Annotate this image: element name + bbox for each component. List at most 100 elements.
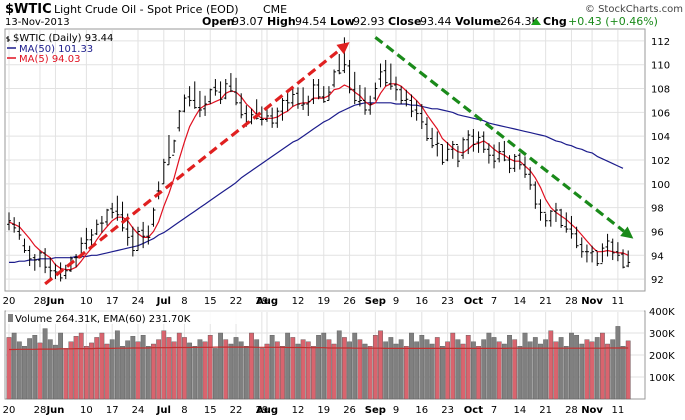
ohlc-bar xyxy=(409,94,414,118)
legend-ma5: MA(5) 94.03 xyxy=(19,54,80,65)
x-tick-label: 29 xyxy=(255,296,268,307)
ohlc-bar xyxy=(455,144,460,168)
ohlc-bar xyxy=(218,81,223,105)
ohlc-bar xyxy=(161,158,166,185)
volume-bar xyxy=(548,330,554,400)
legend-volume: Volume 264.31K, EMA(60) 231.70K xyxy=(15,314,191,325)
volume-bar xyxy=(579,343,585,400)
trend-layer xyxy=(44,36,634,286)
volume-bar xyxy=(383,341,389,400)
x-tick-label-volume: 22 xyxy=(230,405,243,416)
ohlc-bar xyxy=(569,215,574,239)
ohlc-bar xyxy=(507,155,512,174)
legend-ma50: MA(50) 101.33 xyxy=(19,44,93,55)
volume-bar xyxy=(465,335,471,400)
volume-bar xyxy=(218,332,223,400)
volume-bar xyxy=(104,343,110,400)
ohlc-bar xyxy=(357,84,362,107)
ohlc-bar xyxy=(223,79,228,100)
volume-bar xyxy=(522,332,528,400)
ohlc-bar xyxy=(130,226,135,257)
chart-exchange: CME xyxy=(263,3,287,16)
volume-bar xyxy=(37,342,43,400)
volume-y-tick-label: 100K xyxy=(649,373,675,384)
volume-bar xyxy=(22,346,27,400)
volume-bar xyxy=(53,344,58,400)
volume-bar xyxy=(156,339,162,400)
chart-watermark: © StockCharts.com xyxy=(585,4,683,15)
ohlc-bar xyxy=(450,140,455,159)
x-tick-label-volume: 19 xyxy=(317,405,330,416)
ohlc-bar xyxy=(53,263,58,280)
volume-bar xyxy=(130,336,136,400)
ohlc-bar xyxy=(136,226,140,252)
price-y-axis: 92 94 96 98 100 102 104 106 108 110 112 xyxy=(651,37,670,286)
x-tick-label-volume: 20 xyxy=(3,405,16,416)
ohlc-bar xyxy=(166,134,171,166)
x-tick-label: Nov xyxy=(581,296,603,307)
volume-bar xyxy=(507,335,512,400)
ohlc-bar xyxy=(466,130,471,155)
ohlc-bar xyxy=(404,89,409,107)
x-tick-label: Sep xyxy=(365,296,386,307)
x-tick-label-volume: 24 xyxy=(132,405,145,416)
ohlc-bar xyxy=(435,131,440,157)
x-tick-label: 9 xyxy=(393,296,399,307)
volume-bar xyxy=(114,330,120,400)
quote-low-value: 92.93 xyxy=(353,15,385,28)
up-triangle-icon xyxy=(531,18,541,25)
volume-bar xyxy=(197,339,203,400)
quote-open-value: 93.07 xyxy=(232,15,264,28)
volume-bar xyxy=(58,332,64,400)
ohlc-bar xyxy=(280,98,285,121)
trend-arrow-shaft-red xyxy=(44,48,342,286)
x-tick-label-volume: 28 xyxy=(34,405,47,416)
volume-bar xyxy=(512,339,518,400)
ohlc-bar xyxy=(99,215,104,233)
price-y-tick-label: 102 xyxy=(651,156,670,167)
volume-bar xyxy=(109,339,115,400)
volume-bar xyxy=(527,341,533,400)
ohlc-bar xyxy=(12,217,17,233)
ohlc-bar xyxy=(203,95,208,116)
ohlc-bar xyxy=(352,71,357,105)
x-tick-label: 7 xyxy=(491,296,497,307)
x-tick-label-volume: Jun xyxy=(45,405,64,416)
volume-ema-line xyxy=(9,346,629,351)
volume-bar xyxy=(403,346,409,400)
quote-high-label: High xyxy=(267,15,296,28)
ohlc-bar xyxy=(600,243,605,265)
ohlc-bar xyxy=(337,54,342,75)
volume-bar xyxy=(42,328,48,400)
ohlc-bar xyxy=(239,93,244,119)
quote-open-label: Open xyxy=(202,15,235,28)
ohlc-bar xyxy=(621,249,626,269)
volume-bar xyxy=(32,335,38,400)
volume-bar xyxy=(94,337,100,400)
ohlc-bar xyxy=(270,107,275,128)
volume-bar xyxy=(151,343,156,400)
volume-bar xyxy=(285,332,291,400)
volume-bar xyxy=(99,332,105,400)
price-y-tick-label: 92 xyxy=(651,275,664,286)
quote-close-label: Close xyxy=(388,15,421,28)
ohlc-bar xyxy=(192,81,197,109)
ohlc-bar xyxy=(94,219,99,236)
volume-bar xyxy=(145,346,151,400)
ohlc-bar xyxy=(43,248,48,274)
volume-bar xyxy=(233,337,239,400)
x-tick-label: 11 xyxy=(612,296,625,307)
ma50-line xyxy=(9,102,624,263)
volume-bar xyxy=(249,332,254,400)
ohlc-bar xyxy=(419,104,424,130)
ohlc-bar xyxy=(37,250,42,268)
quote-low-label: Low xyxy=(330,15,355,28)
ohlc-bar xyxy=(208,88,213,105)
volume-bar xyxy=(176,332,182,400)
price-y-tick-label: 96 xyxy=(651,227,664,238)
ohlc-bar xyxy=(424,117,429,141)
x-tick-label-volume: 29 xyxy=(255,405,268,416)
volume-y-tick-label: 300K xyxy=(649,329,675,340)
